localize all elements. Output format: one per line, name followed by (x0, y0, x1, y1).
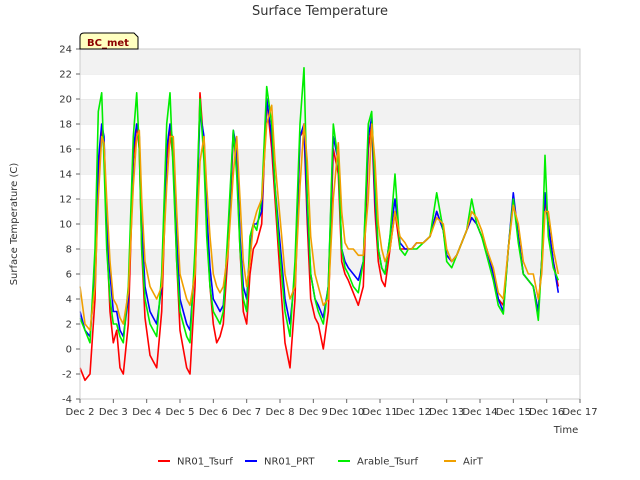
y-tick-label: 6 (66, 270, 72, 281)
grid-band (80, 74, 580, 99)
x-tick-label: Dec 12 (396, 407, 431, 418)
x-tick-label: Dec 13 (429, 407, 464, 418)
grid-band (80, 374, 580, 399)
grid-band (80, 174, 580, 199)
legend-label-airt: AirT (463, 457, 484, 468)
x-tick-label: Dec 15 (496, 407, 531, 418)
y-tick-label: 12 (59, 195, 72, 206)
y-axis-label: Surface Temperature (C) (9, 163, 20, 286)
x-tick-label: Dec 5 (166, 407, 195, 418)
x-axis-label: Time (553, 425, 578, 436)
x-tick-label: Dec 6 (199, 407, 228, 418)
grid-band (80, 324, 580, 349)
x-tick-label: Dec 8 (266, 407, 295, 418)
y-tick-label: 22 (59, 70, 72, 81)
series-line-airt (79, 104, 560, 332)
y-tick-label: 14 (59, 170, 72, 181)
x-tick-label: Dec 9 (299, 407, 328, 418)
y-tick-label: 2 (66, 320, 72, 331)
grid-band (80, 149, 580, 174)
x-tick-label: Dec 11 (362, 407, 397, 418)
y-tick-label: 18 (59, 120, 72, 131)
legend-label-arable-tsurf: Arable_Tsurf (357, 457, 418, 468)
y-tick-label: 10 (59, 220, 72, 231)
y-tick-label: -2 (62, 370, 72, 381)
y-tick-label: 20 (59, 95, 72, 106)
legend-label-nr01-prt: NR01_PRT (264, 457, 315, 468)
grid-band (80, 124, 580, 149)
y-tick-label: 16 (59, 145, 72, 156)
y-tick-label: 8 (66, 245, 72, 256)
grid-band (80, 299, 580, 324)
x-tick-label: Dec 16 (529, 407, 564, 418)
chart-title: Surface Temperature (252, 4, 388, 19)
legend: NR01_Tsurf NR01_PRT Arable_Tsurf AirT (158, 457, 484, 468)
badge-box (79, 32, 139, 50)
x-tick-label: Dec 4 (132, 407, 161, 418)
x-axis: Dec 2 Dec 3 Dec 4 Dec 5 Dec 6 Dec 7 Dec 8 Dec 9… (66, 399, 598, 418)
grid-band (80, 349, 580, 374)
y-tick-label: 4 (66, 295, 72, 306)
legend-label-nr01-tsurf: NR01_Tsurf (177, 457, 233, 468)
x-tick-label: Dec 17 (562, 407, 597, 418)
x-tick-label: Dec 14 (462, 407, 497, 418)
x-tick-label: Dec 2 (66, 407, 95, 418)
badge-label: BC_met (87, 38, 129, 49)
y-tick-label: 0 (66, 345, 72, 356)
station-badge: BC_met (79, 32, 139, 50)
x-tick-label: Dec 10 (329, 407, 364, 418)
y-tick-label: 24 (59, 45, 72, 56)
y-tick-label: -4 (62, 395, 72, 406)
grid-band (80, 99, 580, 124)
plot-area (79, 67, 560, 382)
x-tick-label: Dec 7 (232, 407, 261, 418)
x-tick-label: Dec 3 (99, 407, 128, 418)
grid-band (80, 49, 580, 74)
